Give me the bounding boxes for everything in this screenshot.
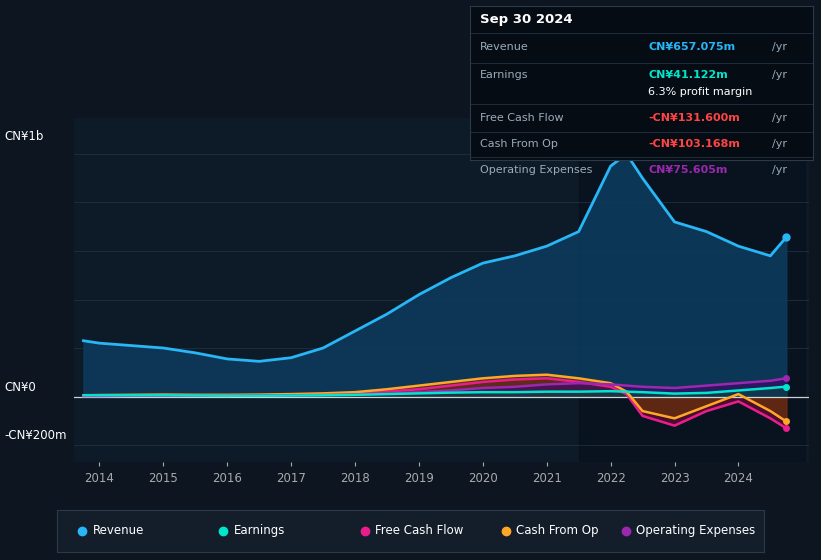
- Text: CN¥0: CN¥0: [4, 381, 36, 394]
- Text: Cash From Op: Cash From Op: [516, 524, 599, 537]
- Text: Cash From Op: Cash From Op: [480, 139, 557, 149]
- Text: CN¥1b: CN¥1b: [4, 130, 44, 143]
- Text: Operating Expenses: Operating Expenses: [480, 165, 592, 175]
- Text: /yr: /yr: [772, 113, 787, 123]
- Text: 6.3% profit margin: 6.3% profit margin: [648, 87, 752, 97]
- Text: CN¥41.122m: CN¥41.122m: [648, 70, 727, 80]
- Text: /yr: /yr: [772, 42, 787, 52]
- Text: Free Cash Flow: Free Cash Flow: [480, 113, 563, 123]
- Text: CN¥75.605m: CN¥75.605m: [648, 165, 727, 175]
- Text: Sep 30 2024: Sep 30 2024: [480, 13, 572, 26]
- Text: -CN¥103.168m: -CN¥103.168m: [648, 139, 740, 149]
- Text: Operating Expenses: Operating Expenses: [636, 524, 755, 537]
- Text: CN¥657.075m: CN¥657.075m: [648, 42, 735, 52]
- Text: /yr: /yr: [772, 165, 787, 175]
- Text: Earnings: Earnings: [234, 524, 286, 537]
- Text: Earnings: Earnings: [480, 70, 529, 80]
- Text: /yr: /yr: [772, 70, 787, 80]
- Text: Revenue: Revenue: [93, 524, 144, 537]
- Text: -CN¥200m: -CN¥200m: [4, 429, 67, 442]
- Text: Revenue: Revenue: [480, 42, 529, 52]
- Text: /yr: /yr: [772, 139, 787, 149]
- Text: Free Cash Flow: Free Cash Flow: [375, 524, 464, 537]
- Bar: [579, 118, 805, 462]
- Text: -CN¥131.600m: -CN¥131.600m: [648, 113, 740, 123]
